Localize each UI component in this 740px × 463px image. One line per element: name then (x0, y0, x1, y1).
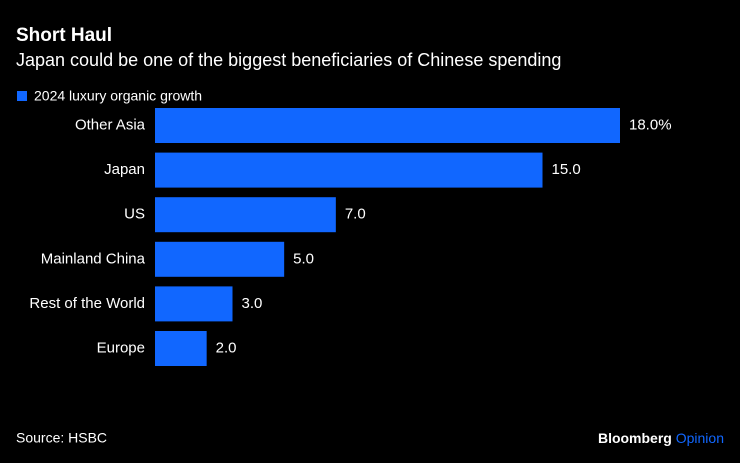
y-tick-label: Other Asia (75, 116, 146, 133)
y-tick-label: Europe (97, 339, 145, 356)
bar (155, 197, 336, 233)
value-label: 5.0 (293, 250, 314, 267)
bar (155, 331, 207, 366)
brand-name: Bloomberg (598, 430, 672, 446)
chart-title: Short Haul (16, 25, 112, 46)
value-label: 2.0 (216, 339, 237, 356)
y-tick-label: Rest of the World (29, 295, 145, 312)
legend-label: 2024 luxury organic growth (34, 88, 202, 104)
y-tick-label: Japan (104, 161, 145, 178)
value-label: 3.0 (242, 295, 263, 312)
legend-swatch (17, 91, 27, 101)
value-label: 15.0 (552, 161, 581, 178)
value-label: 18.0% (629, 116, 672, 133)
value-label: 7.0 (345, 206, 366, 223)
source: Source: HSBC (16, 430, 107, 446)
y-tick-label: Mainland China (41, 250, 146, 267)
chart-subtitle: Japan could be one of the biggest benefi… (16, 50, 561, 70)
brand-section: Opinion (676, 430, 724, 446)
bar (155, 286, 233, 322)
brand: Bloomberg Opinion (598, 430, 724, 446)
y-tick-label: US (124, 206, 145, 223)
bar (155, 241, 285, 277)
bar (155, 108, 620, 143)
bar (155, 152, 543, 188)
